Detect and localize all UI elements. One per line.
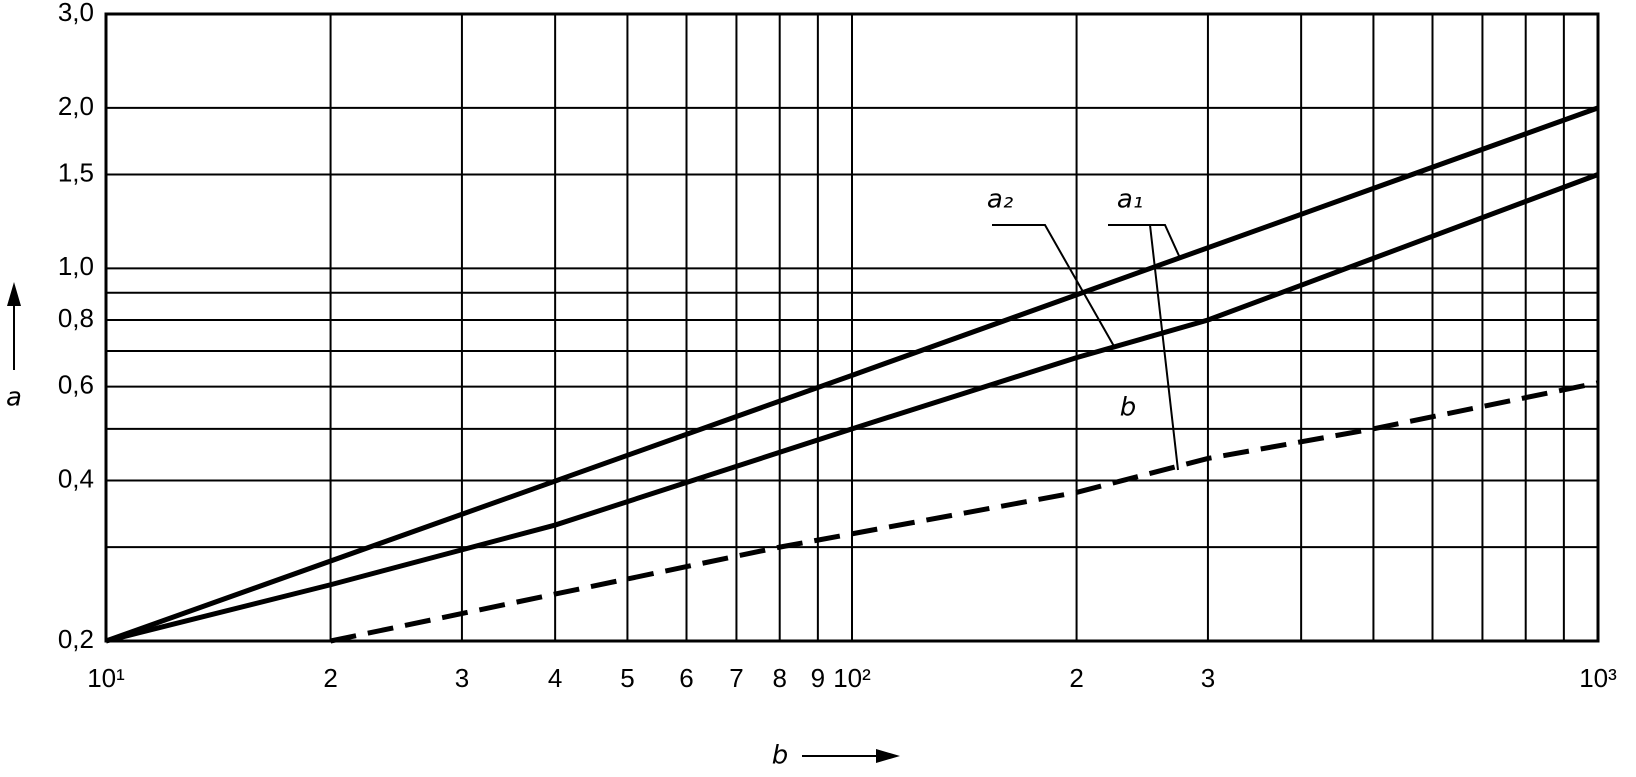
x-tick-label: 9 [811, 663, 825, 693]
leader-line [1108, 224, 1179, 471]
x-tick-label: 7 [729, 663, 743, 693]
x-tick-label: 10¹ [87, 663, 125, 693]
series-label: b [1120, 393, 1137, 423]
x-tick-label: 3 [455, 663, 469, 693]
series-label: a₁ [1117, 185, 1143, 215]
x-tick-label: 10² [833, 663, 871, 693]
leader-line [992, 224, 1116, 349]
y-tick-label: 1,5 [58, 157, 94, 187]
series-line [105, 105, 1599, 644]
x-axis-arrowhead [876, 749, 900, 763]
x-tick-label: 4 [548, 663, 562, 693]
x-tick-label: 8 [772, 663, 786, 693]
y-tick-label: 0,4 [58, 463, 94, 493]
x-axis-label: b [772, 741, 789, 771]
plot-frame [104, 12, 1600, 643]
y-tick-label: 1,0 [58, 251, 94, 281]
x-tick-label: 5 [620, 663, 634, 693]
x-tick-label: 2 [323, 663, 337, 693]
series-line [105, 172, 1599, 644]
y-tick-label: 2,0 [58, 91, 94, 121]
y-axis-label: a [6, 383, 22, 413]
series-label: a₂ [987, 185, 1013, 215]
x-tick-label: 6 [679, 663, 693, 693]
x-tick-label: 3 [1201, 663, 1215, 693]
y-tick-label: 0,2 [58, 624, 94, 654]
x-tick-label: 2 [1069, 663, 1083, 693]
y-tick-label: 0,8 [58, 303, 94, 333]
series-line [330, 380, 1599, 644]
y-tick-label: 0,6 [58, 370, 94, 400]
y-tick-label: 3,0 [58, 0, 94, 27]
y-axis-arrowhead [7, 282, 21, 306]
x-tick-label: 10³ [1579, 663, 1617, 693]
leader-line [1118, 224, 1181, 259]
